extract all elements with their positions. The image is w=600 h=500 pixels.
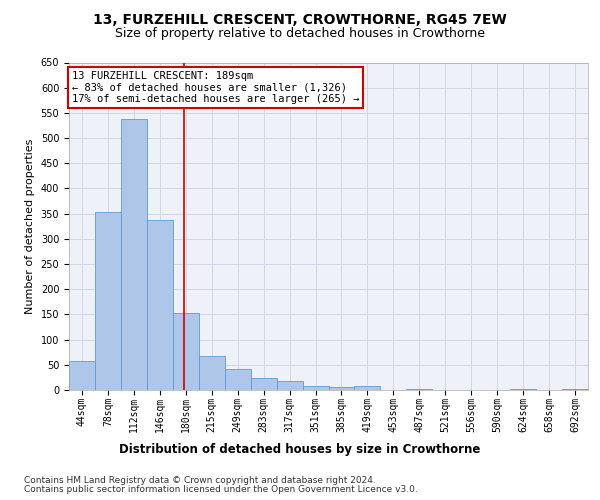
Bar (251, 378, 277, 390)
Bar (406, 389, 432, 390)
Bar (225, 369, 251, 390)
Text: Size of property relative to detached houses in Crowthorne: Size of property relative to detached ho… (115, 28, 485, 40)
Bar (173, 313, 199, 390)
Bar (562, 389, 588, 390)
Bar (329, 388, 355, 390)
Bar (302, 386, 329, 390)
Bar (199, 356, 224, 390)
Y-axis label: Number of detached properties: Number of detached properties (25, 138, 35, 314)
Text: Distribution of detached houses by size in Crowthorne: Distribution of detached houses by size … (119, 442, 481, 456)
Bar (147, 220, 173, 390)
Text: 13 FURZEHILL CRESCENT: 189sqm
← 83% of detached houses are smaller (1,326)
17% o: 13 FURZEHILL CRESCENT: 189sqm ← 83% of d… (71, 70, 359, 104)
Text: 13, FURZEHILL CRESCENT, CROWTHORNE, RG45 7EW: 13, FURZEHILL CRESCENT, CROWTHORNE, RG45… (93, 12, 507, 26)
Bar (355, 386, 380, 390)
Text: Contains public sector information licensed under the Open Government Licence v3: Contains public sector information licen… (24, 485, 418, 494)
Bar (69, 362, 95, 390)
Bar (277, 381, 302, 390)
Bar (95, 212, 121, 390)
Bar (510, 389, 536, 390)
Bar (121, 120, 147, 390)
Text: Contains HM Land Registry data © Crown copyright and database right 2024.: Contains HM Land Registry data © Crown c… (24, 476, 376, 485)
